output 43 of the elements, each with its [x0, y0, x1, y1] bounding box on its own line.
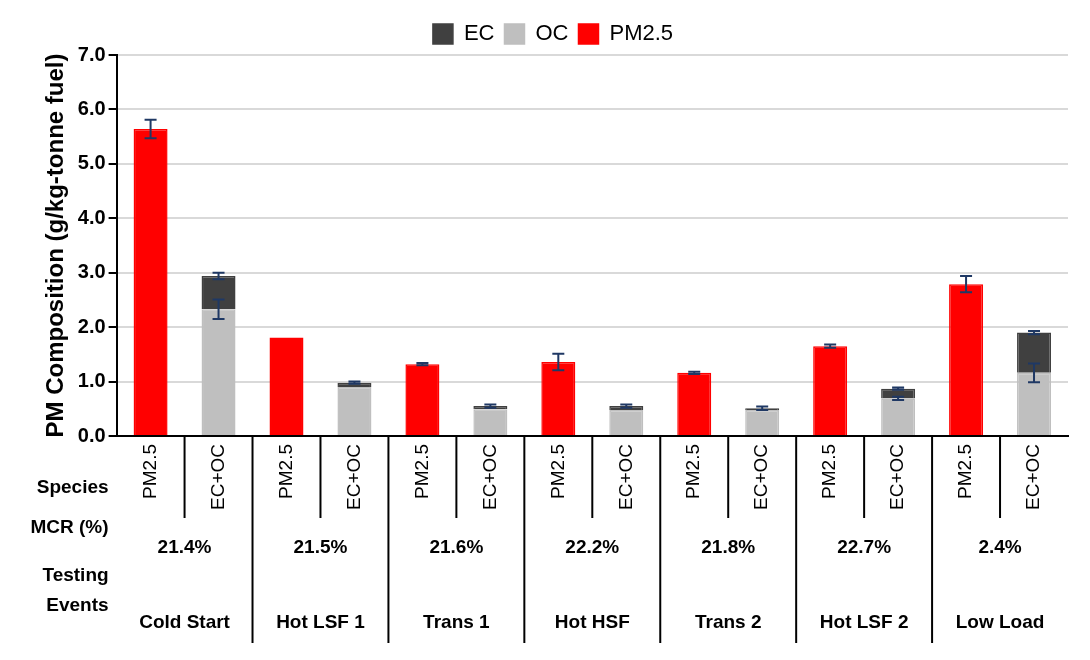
text: Trans 1	[423, 611, 491, 633]
x-tick-label: EC+OC	[1022, 444, 1044, 511]
x-tick-label: EC+OC	[206, 444, 228, 511]
y-tick-label: 3.0	[77, 260, 106, 283]
text: 21.5%	[293, 536, 348, 558]
x-tick-label: PM2.5	[818, 444, 840, 499]
text: Trans 2	[694, 611, 762, 633]
text: 22.2%	[565, 536, 620, 558]
text: Hot LSF 2	[819, 611, 909, 633]
text: 21.6%	[429, 536, 484, 558]
x-tick-label: EC+OC	[614, 444, 636, 511]
text: Hot LSF 1	[276, 611, 366, 633]
y-tick-label: 2.0	[77, 314, 106, 337]
text: 21.4%	[157, 536, 212, 558]
text: 2.4%	[978, 536, 1022, 558]
y-axis-title: PM Composition (g/kg-tonne fuel)	[41, 53, 69, 438]
text: Low Load	[955, 611, 1045, 633]
x-tick-label: PM2.5	[546, 444, 568, 499]
text: 21.8%	[701, 536, 756, 558]
legend-label: EC	[463, 20, 495, 46]
text: Testing Events	[42, 564, 109, 616]
text: Hot HSF	[554, 611, 630, 633]
legend-label: OC	[535, 20, 569, 46]
text: Cold Start	[139, 611, 231, 633]
text: Species	[36, 476, 109, 498]
x-tick-label: PM2.5	[274, 444, 296, 499]
y-tick-label: 6.0	[77, 96, 106, 119]
x-tick-label: EC+OC	[342, 444, 364, 511]
x-tick-label: EC+OC	[478, 444, 500, 511]
y-tick-label: 1.0	[77, 369, 106, 392]
text: 22.7%	[837, 536, 892, 558]
x-tick-label: PM2.5	[682, 444, 704, 499]
x-tick-label: EC+OC	[750, 444, 772, 511]
legend-label: PM2.5	[609, 20, 674, 46]
y-tick-label: 5.0	[77, 151, 106, 174]
x-tick-label: EC+OC	[886, 444, 908, 511]
text: MCR (%)	[30, 516, 109, 538]
x-tick-label: PM2.5	[954, 444, 976, 499]
x-tick-label: PM2.5	[410, 444, 432, 499]
y-tick-label: 0.0	[77, 423, 106, 446]
y-tick-label: 7.0	[77, 42, 106, 65]
y-tick-label: 4.0	[77, 205, 106, 228]
x-tick-label: PM2.5	[138, 444, 160, 499]
